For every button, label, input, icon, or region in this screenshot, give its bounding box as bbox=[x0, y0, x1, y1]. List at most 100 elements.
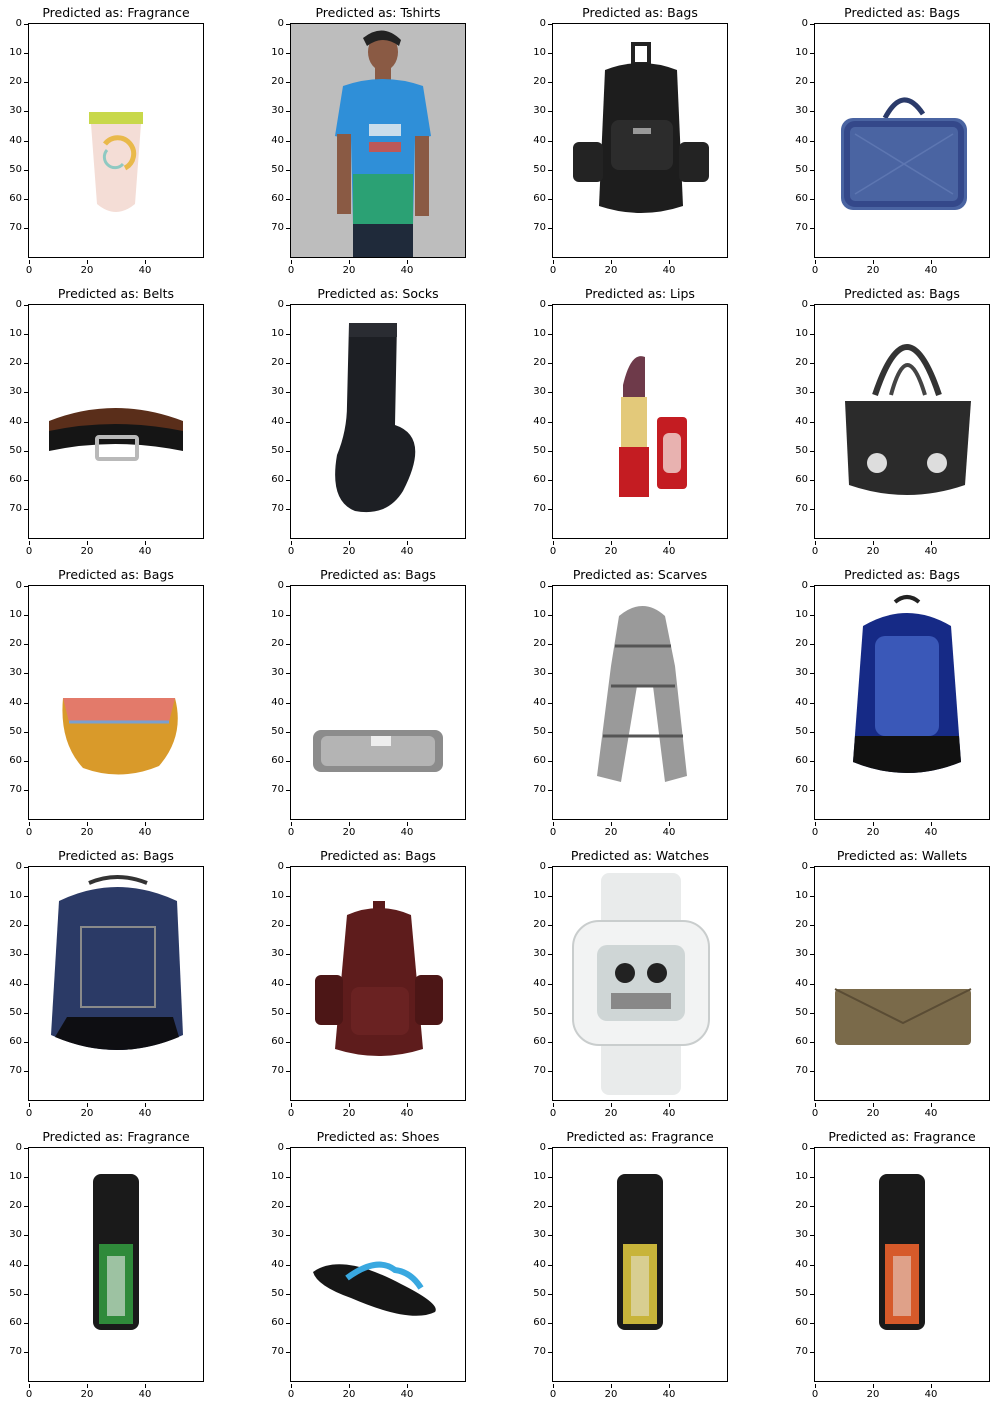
x-tick-label: 0 bbox=[543, 539, 563, 557]
y-tick-label: 30 bbox=[794, 1229, 814, 1241]
white-watch-icon bbox=[572, 873, 710, 1095]
y-tick-label: 50 bbox=[794, 1007, 814, 1019]
prediction-panel: Predicted as: Socks 0 10 20 30 40 50 60 70 0 20 40 bbox=[271, 286, 466, 557]
y-tick-label: 30 bbox=[794, 667, 814, 679]
panel-image-frame bbox=[28, 304, 204, 539]
panel-title: Predicted as: Scarves bbox=[572, 567, 708, 582]
y-tick-label: 20 bbox=[794, 638, 814, 650]
y-tick-label: 10 bbox=[270, 609, 290, 621]
y-tick-label: 20 bbox=[794, 1200, 814, 1212]
y-tick-label: 60 bbox=[532, 193, 552, 205]
y-tick-label: 60 bbox=[8, 1317, 28, 1329]
panel-image-frame bbox=[290, 304, 466, 539]
y-tick-label: 20 bbox=[532, 76, 552, 88]
maroon-backpack-icon bbox=[315, 901, 443, 1056]
y-tick-label: 0 bbox=[270, 1142, 290, 1154]
y-tick-label: 0 bbox=[270, 18, 290, 30]
prediction-panel: Predicted as: Bags 0 10 20 30 40 50 60 70 0 20 40 bbox=[795, 286, 990, 557]
y-tick-label: 50 bbox=[532, 726, 552, 738]
y-tick-label: 0 bbox=[532, 18, 552, 30]
y-tick-label: 10 bbox=[532, 47, 552, 59]
y-tick-label: 40 bbox=[794, 697, 814, 709]
x-tick-label: 0 bbox=[805, 820, 825, 838]
x-tick-label: 20 bbox=[339, 1382, 359, 1400]
x-tick-label: 40 bbox=[135, 820, 155, 838]
y-tick-label: 50 bbox=[270, 164, 290, 176]
y-tick-label: 70 bbox=[8, 503, 28, 515]
y-tick-label: 60 bbox=[8, 474, 28, 486]
y-tick-label: 40 bbox=[532, 697, 552, 709]
x-tick-label: 20 bbox=[863, 539, 883, 557]
y-tick-label: 70 bbox=[532, 1065, 552, 1077]
y-tick-label: 0 bbox=[532, 861, 552, 873]
y-tick-label: 20 bbox=[8, 357, 28, 369]
y-tick-label: 30 bbox=[8, 386, 28, 398]
y-tick-label: 20 bbox=[794, 357, 814, 369]
y-tick-label: 20 bbox=[532, 919, 552, 931]
x-tick-label: 40 bbox=[659, 539, 679, 557]
y-tick-label: 70 bbox=[532, 503, 552, 515]
x-tick-label: 20 bbox=[339, 539, 359, 557]
x-tick-label: 40 bbox=[659, 1382, 679, 1400]
prediction-panel: Predicted as: Fragrance 0 10 20 30 40 50 60 70 0… bbox=[533, 1129, 728, 1400]
prediction-panel: Predicted as: Bags 0 10 20 30 40 50 60 70 0 20 40 bbox=[9, 567, 204, 838]
y-tick-label: 10 bbox=[8, 328, 28, 340]
y-tick-label: 50 bbox=[532, 164, 552, 176]
y-tick-label: 60 bbox=[794, 755, 814, 767]
y-tick-label: 60 bbox=[8, 1036, 28, 1048]
panel-title: Predicted as: Fragrance bbox=[42, 1129, 190, 1144]
y-tick-label: 20 bbox=[8, 919, 28, 931]
prediction-panel: Predicted as: Belts 0 10 20 30 40 50 60 70 0 20 40 bbox=[9, 286, 204, 557]
y-tick-label: 40 bbox=[8, 416, 28, 428]
y-tick-label: 10 bbox=[532, 1171, 552, 1183]
y-tick-label: 0 bbox=[532, 299, 552, 311]
y-tick-label: 10 bbox=[8, 609, 28, 621]
y-tick-label: 20 bbox=[532, 638, 552, 650]
y-tick-label: 70 bbox=[532, 222, 552, 234]
y-tick-label: 10 bbox=[270, 47, 290, 59]
y-tick-label: 30 bbox=[8, 948, 28, 960]
y-tick-label: 20 bbox=[532, 1200, 552, 1212]
prediction-panel: Predicted as: Watches 0 10 20 30 40 50 60 70 0 20… bbox=[533, 848, 728, 1119]
x-tick-label: 40 bbox=[921, 1382, 941, 1400]
y-tick-label: 60 bbox=[270, 1036, 290, 1048]
prediction-panel: Predicted as: Fragrance 0 10 20 30 40 50 60 70 0… bbox=[795, 1129, 990, 1400]
y-tick-label: 40 bbox=[8, 135, 28, 147]
panel-image-frame bbox=[28, 585, 204, 820]
panel-title: Predicted as: Fragrance bbox=[566, 1129, 714, 1144]
x-tick-label: 0 bbox=[281, 1382, 301, 1400]
y-tick-label: 10 bbox=[794, 609, 814, 621]
y-tick-label: 50 bbox=[794, 1288, 814, 1300]
y-tick-label: 60 bbox=[270, 755, 290, 767]
x-tick-label: 0 bbox=[805, 1101, 825, 1119]
x-tick-label: 40 bbox=[659, 1101, 679, 1119]
navy-backpack-icon bbox=[51, 875, 183, 1050]
y-tick-label: 30 bbox=[794, 948, 814, 960]
panel-image-frame bbox=[814, 866, 990, 1101]
blue-backpack-icon bbox=[853, 595, 961, 773]
x-tick-label: 0 bbox=[281, 820, 301, 838]
y-tick-label: 30 bbox=[532, 948, 552, 960]
panel-title: Predicted as: Wallets bbox=[836, 848, 968, 863]
prediction-panel: Predicted as: Tshirts 0 10 20 30 40 50 60 70 0 20… bbox=[271, 5, 466, 276]
x-tick-label: 40 bbox=[135, 1101, 155, 1119]
x-tick-label: 40 bbox=[397, 1101, 417, 1119]
y-tick-label: 50 bbox=[532, 1007, 552, 1019]
y-tick-label: 40 bbox=[532, 978, 552, 990]
y-tick-label: 10 bbox=[794, 890, 814, 902]
y-tick-label: 60 bbox=[8, 755, 28, 767]
x-tick-label: 0 bbox=[19, 1101, 39, 1119]
y-tick-label: 0 bbox=[8, 18, 28, 30]
y-tick-label: 70 bbox=[794, 1065, 814, 1077]
y-tick-label: 50 bbox=[532, 1288, 552, 1300]
x-tick-label: 20 bbox=[601, 258, 621, 276]
x-tick-label: 40 bbox=[135, 1382, 155, 1400]
panel-title: Predicted as: Bags bbox=[58, 848, 174, 863]
yellow-deodorant-icon bbox=[617, 1174, 663, 1330]
y-tick-label: 40 bbox=[8, 1259, 28, 1271]
y-tick-label: 40 bbox=[794, 978, 814, 990]
x-tick-label: 40 bbox=[397, 258, 417, 276]
y-tick-label: 60 bbox=[270, 474, 290, 486]
y-tick-label: 10 bbox=[532, 609, 552, 621]
flip-flop-icon bbox=[313, 1261, 436, 1316]
